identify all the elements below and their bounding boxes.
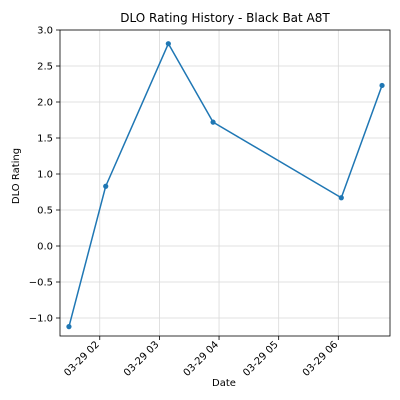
y-tick-label: 2.5 [37, 62, 53, 73]
series-layer [66, 41, 385, 330]
x-tick-label: 03-29 06 [301, 339, 341, 379]
y-tick-label: −0.5 [29, 278, 53, 289]
x-axis-label: Date [212, 378, 236, 389]
y-tick-label: 0.5 [37, 206, 53, 217]
y-tick-label: 0.0 [37, 242, 53, 253]
series-line [68, 42, 383, 328]
x-tick-label: 03-29 05 [241, 339, 281, 379]
y-tick-label: 1.5 [37, 134, 53, 145]
y-tick-label: 1.0 [37, 170, 53, 181]
data-point [379, 82, 385, 89]
y-tick-label: 3.0 [37, 26, 53, 37]
plot-frame [59, 29, 391, 337]
grid-layer [60, 29, 390, 336]
data-point [103, 183, 109, 189]
x-tick-label: 03-29 02 [62, 339, 102, 379]
data-point [210, 119, 216, 125]
y-axis-label: DLO Rating [11, 148, 22, 204]
x-tick-label: 03-29 04 [182, 339, 222, 379]
y-tick-label: 2.0 [37, 98, 53, 109]
chart-title: DLO Rating History - Black Bat A8T [120, 11, 330, 25]
x-tick-label: 03-29 03 [122, 339, 162, 379]
tick-layer: −1.0 −0.5 0.0 0.5 1.0 1.5 2.0 2.5 3.0 03-29 02 03-… [29, 26, 341, 379]
y-tick-label: −1.0 [29, 314, 53, 325]
data-point [66, 324, 72, 330]
data-point [338, 195, 344, 201]
data-point [165, 41, 171, 47]
